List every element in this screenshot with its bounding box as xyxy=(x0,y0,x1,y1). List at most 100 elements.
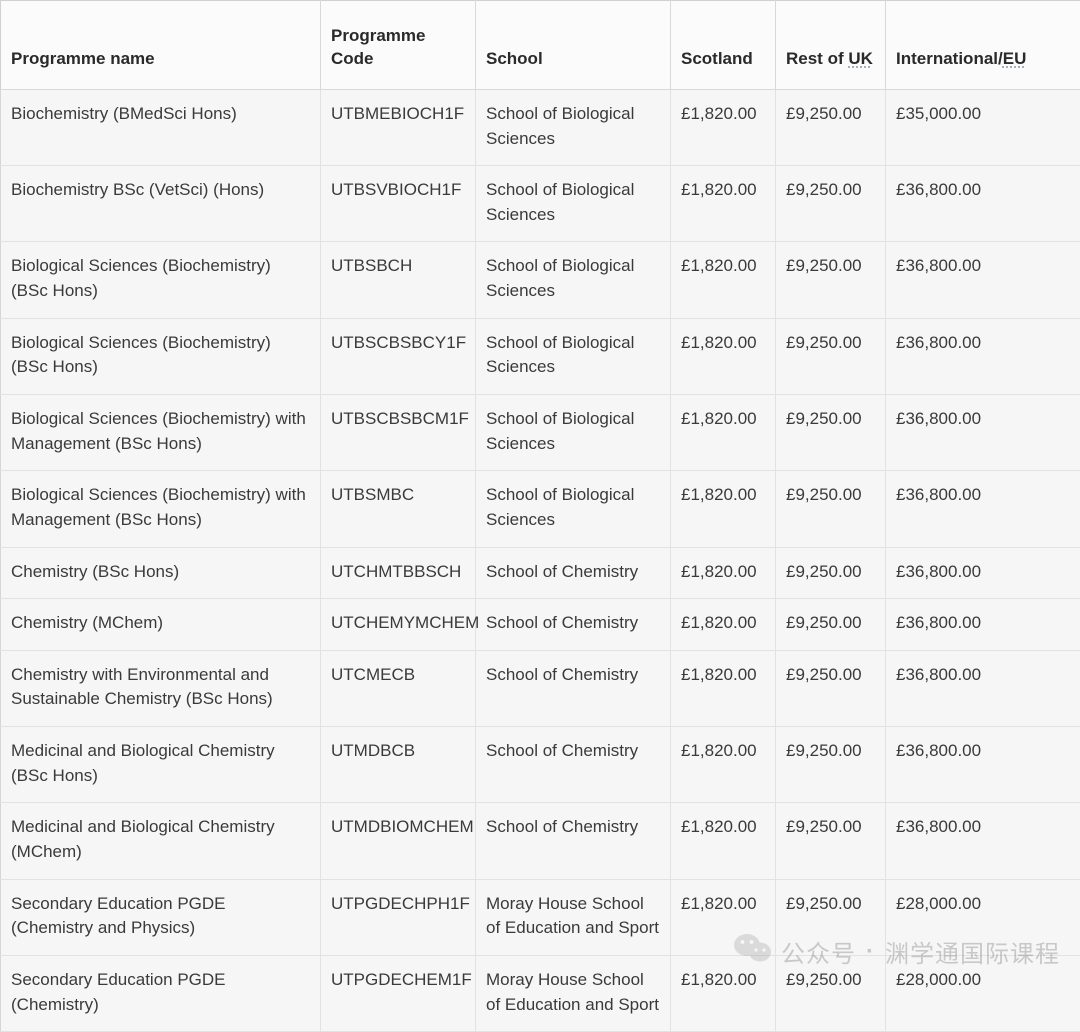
cell-uk: £9,250.00 xyxy=(776,955,886,1031)
cell-uk: £9,250.00 xyxy=(776,242,886,318)
cell-school: Moray House School of Education and Spor… xyxy=(476,879,671,955)
cell-code: UTBSMBC xyxy=(321,471,476,547)
cell-code: UTBSVBIOCH1F xyxy=(321,166,476,242)
cell-sc: £1,820.00 xyxy=(671,547,776,599)
cell-sc: £1,820.00 xyxy=(671,599,776,651)
cell-name: Chemistry with Environmental and Sustain… xyxy=(1,650,321,726)
cell-code: UTBSCBSBCM1F xyxy=(321,395,476,471)
cell-code: UTBMEBIOCH1F xyxy=(321,89,476,165)
cell-name: Chemistry (BSc Hons) xyxy=(1,547,321,599)
table-body: Biochemistry (BMedSci Hons)UTBMEBIOCH1FS… xyxy=(1,89,1080,1031)
cell-intl: £36,800.00 xyxy=(886,727,1080,803)
cell-intl: £36,800.00 xyxy=(886,318,1080,394)
cell-code: UTPGDECHEM1F xyxy=(321,955,476,1031)
cell-name: Medicinal and Biological Chemistry (MChe… xyxy=(1,803,321,879)
table-row: Biological Sciences (Biochemistry) with … xyxy=(1,471,1080,547)
cell-intl: £28,000.00 xyxy=(886,955,1080,1031)
cell-intl: £36,800.00 xyxy=(886,547,1080,599)
cell-intl: £36,800.00 xyxy=(886,650,1080,726)
cell-uk: £9,250.00 xyxy=(776,803,886,879)
cell-intl: £36,800.00 xyxy=(886,471,1080,547)
cell-uk: £9,250.00 xyxy=(776,89,886,165)
cell-name: Chemistry (MChem) xyxy=(1,599,321,651)
cell-code: UTBSBCH xyxy=(321,242,476,318)
cell-sc: £1,820.00 xyxy=(671,242,776,318)
cell-code: UTCMECB xyxy=(321,650,476,726)
cell-uk: £9,250.00 xyxy=(776,599,886,651)
cell-sc: £1,820.00 xyxy=(671,166,776,242)
cell-intl: £35,000.00 xyxy=(886,89,1080,165)
fees-table-page: Programme name Programme Code School Sco… xyxy=(0,0,1080,990)
col-header-scotland[interactable]: Scotland xyxy=(671,1,776,90)
table-row: Chemistry (BSc Hons)UTCHMTBBSCHSchool of… xyxy=(1,547,1080,599)
col-header-programme-code[interactable]: Programme Code xyxy=(321,1,476,90)
table-row: Biochemistry BSc (VetSci) (Hons)UTBSVBIO… xyxy=(1,166,1080,242)
cell-name: Medicinal and Biological Chemistry (BSc … xyxy=(1,727,321,803)
table-row: Biochemistry (BMedSci Hons)UTBMEBIOCH1FS… xyxy=(1,89,1080,165)
cell-name: Biochemistry (BMedSci Hons) xyxy=(1,89,321,165)
abbr-uk: UK xyxy=(848,49,873,68)
cell-name: Secondary Education PGDE (Chemistry and … xyxy=(1,879,321,955)
cell-code: UTCHMTBBSCH xyxy=(321,547,476,599)
cell-uk: £9,250.00 xyxy=(776,650,886,726)
cell-code: UTMDBCB xyxy=(321,727,476,803)
cell-school: School of Chemistry xyxy=(476,599,671,651)
cell-intl: £36,800.00 xyxy=(886,242,1080,318)
cell-school: School of Chemistry xyxy=(476,803,671,879)
table-row: Biological Sciences (Biochemistry) with … xyxy=(1,395,1080,471)
cell-school: School of Biological Sciences xyxy=(476,395,671,471)
cell-name: Biological Sciences (Biochemistry) (BSc … xyxy=(1,318,321,394)
table-row: Secondary Education PGDE (Chemistry and … xyxy=(1,879,1080,955)
cell-sc: £1,820.00 xyxy=(671,89,776,165)
cell-sc: £1,820.00 xyxy=(671,955,776,1031)
col-header-international[interactable]: International/EU xyxy=(886,1,1080,90)
cell-uk: £9,250.00 xyxy=(776,395,886,471)
cell-uk: £9,250.00 xyxy=(776,727,886,803)
table-header: Programme name Programme Code School Sco… xyxy=(1,1,1080,90)
cell-intl: £36,800.00 xyxy=(886,395,1080,471)
cell-school: School of Biological Sciences xyxy=(476,89,671,165)
cell-school: Moray House School of Education and Spor… xyxy=(476,955,671,1031)
cell-school: School of Chemistry xyxy=(476,727,671,803)
cell-school: School of Chemistry xyxy=(476,650,671,726)
abbr-eu: EU xyxy=(1003,49,1027,68)
cell-name: Biological Sciences (Biochemistry) with … xyxy=(1,395,321,471)
cell-sc: £1,820.00 xyxy=(671,650,776,726)
cell-uk: £9,250.00 xyxy=(776,166,886,242)
cell-sc: £1,820.00 xyxy=(671,318,776,394)
cell-uk: £9,250.00 xyxy=(776,879,886,955)
cell-intl: £36,800.00 xyxy=(886,599,1080,651)
cell-uk: £9,250.00 xyxy=(776,547,886,599)
col-header-uk-prefix: Rest of xyxy=(786,49,848,68)
cell-code: UTBSCBSBCY1F xyxy=(321,318,476,394)
cell-name: Secondary Education PGDE (Chemistry) xyxy=(1,955,321,1031)
cell-code: UTMDBIOMCHEM xyxy=(321,803,476,879)
cell-school: School of Biological Sciences xyxy=(476,166,671,242)
table-row: Secondary Education PGDE (Chemistry)UTPG… xyxy=(1,955,1080,1031)
cell-school: School of Biological Sciences xyxy=(476,318,671,394)
table-row: Biological Sciences (Biochemistry) (BSc … xyxy=(1,242,1080,318)
table-row: Medicinal and Biological Chemistry (BSc … xyxy=(1,727,1080,803)
cell-school: School of Biological Sciences xyxy=(476,471,671,547)
cell-intl: £36,800.00 xyxy=(886,803,1080,879)
cell-school: School of Chemistry xyxy=(476,547,671,599)
cell-code: UTCHEMYMCHEM xyxy=(321,599,476,651)
cell-uk: £9,250.00 xyxy=(776,471,886,547)
col-header-school[interactable]: School xyxy=(476,1,671,90)
cell-name: Biochemistry BSc (VetSci) (Hons) xyxy=(1,166,321,242)
cell-code: UTPGDECHPH1F xyxy=(321,879,476,955)
col-header-programme-name[interactable]: Programme name xyxy=(1,1,321,90)
col-header-rest-of-uk[interactable]: Rest of UK xyxy=(776,1,886,90)
cell-uk: £9,250.00 xyxy=(776,318,886,394)
cell-intl: £36,800.00 xyxy=(886,166,1080,242)
fees-table: Programme name Programme Code School Sco… xyxy=(0,0,1080,1032)
table-row: Chemistry with Environmental and Sustain… xyxy=(1,650,1080,726)
cell-sc: £1,820.00 xyxy=(671,727,776,803)
col-header-intl-prefix: International/ xyxy=(896,49,1003,68)
table-row: Medicinal and Biological Chemistry (MChe… xyxy=(1,803,1080,879)
table-row: Biological Sciences (Biochemistry) (BSc … xyxy=(1,318,1080,394)
table-row: Chemistry (MChem)UTCHEMYMCHEMSchool of C… xyxy=(1,599,1080,651)
cell-sc: £1,820.00 xyxy=(671,879,776,955)
cell-sc: £1,820.00 xyxy=(671,803,776,879)
cell-sc: £1,820.00 xyxy=(671,471,776,547)
